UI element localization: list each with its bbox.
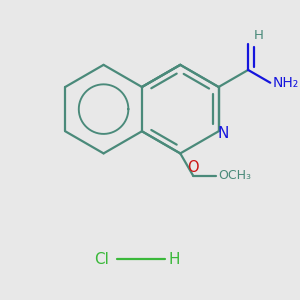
Text: Cl: Cl: [94, 251, 109, 266]
Text: H: H: [168, 251, 180, 266]
Text: N: N: [218, 127, 229, 142]
Text: H: H: [254, 29, 263, 42]
Text: NH₂: NH₂: [273, 76, 299, 90]
Text: OCH₃: OCH₃: [218, 169, 251, 182]
Text: O: O: [187, 160, 199, 175]
